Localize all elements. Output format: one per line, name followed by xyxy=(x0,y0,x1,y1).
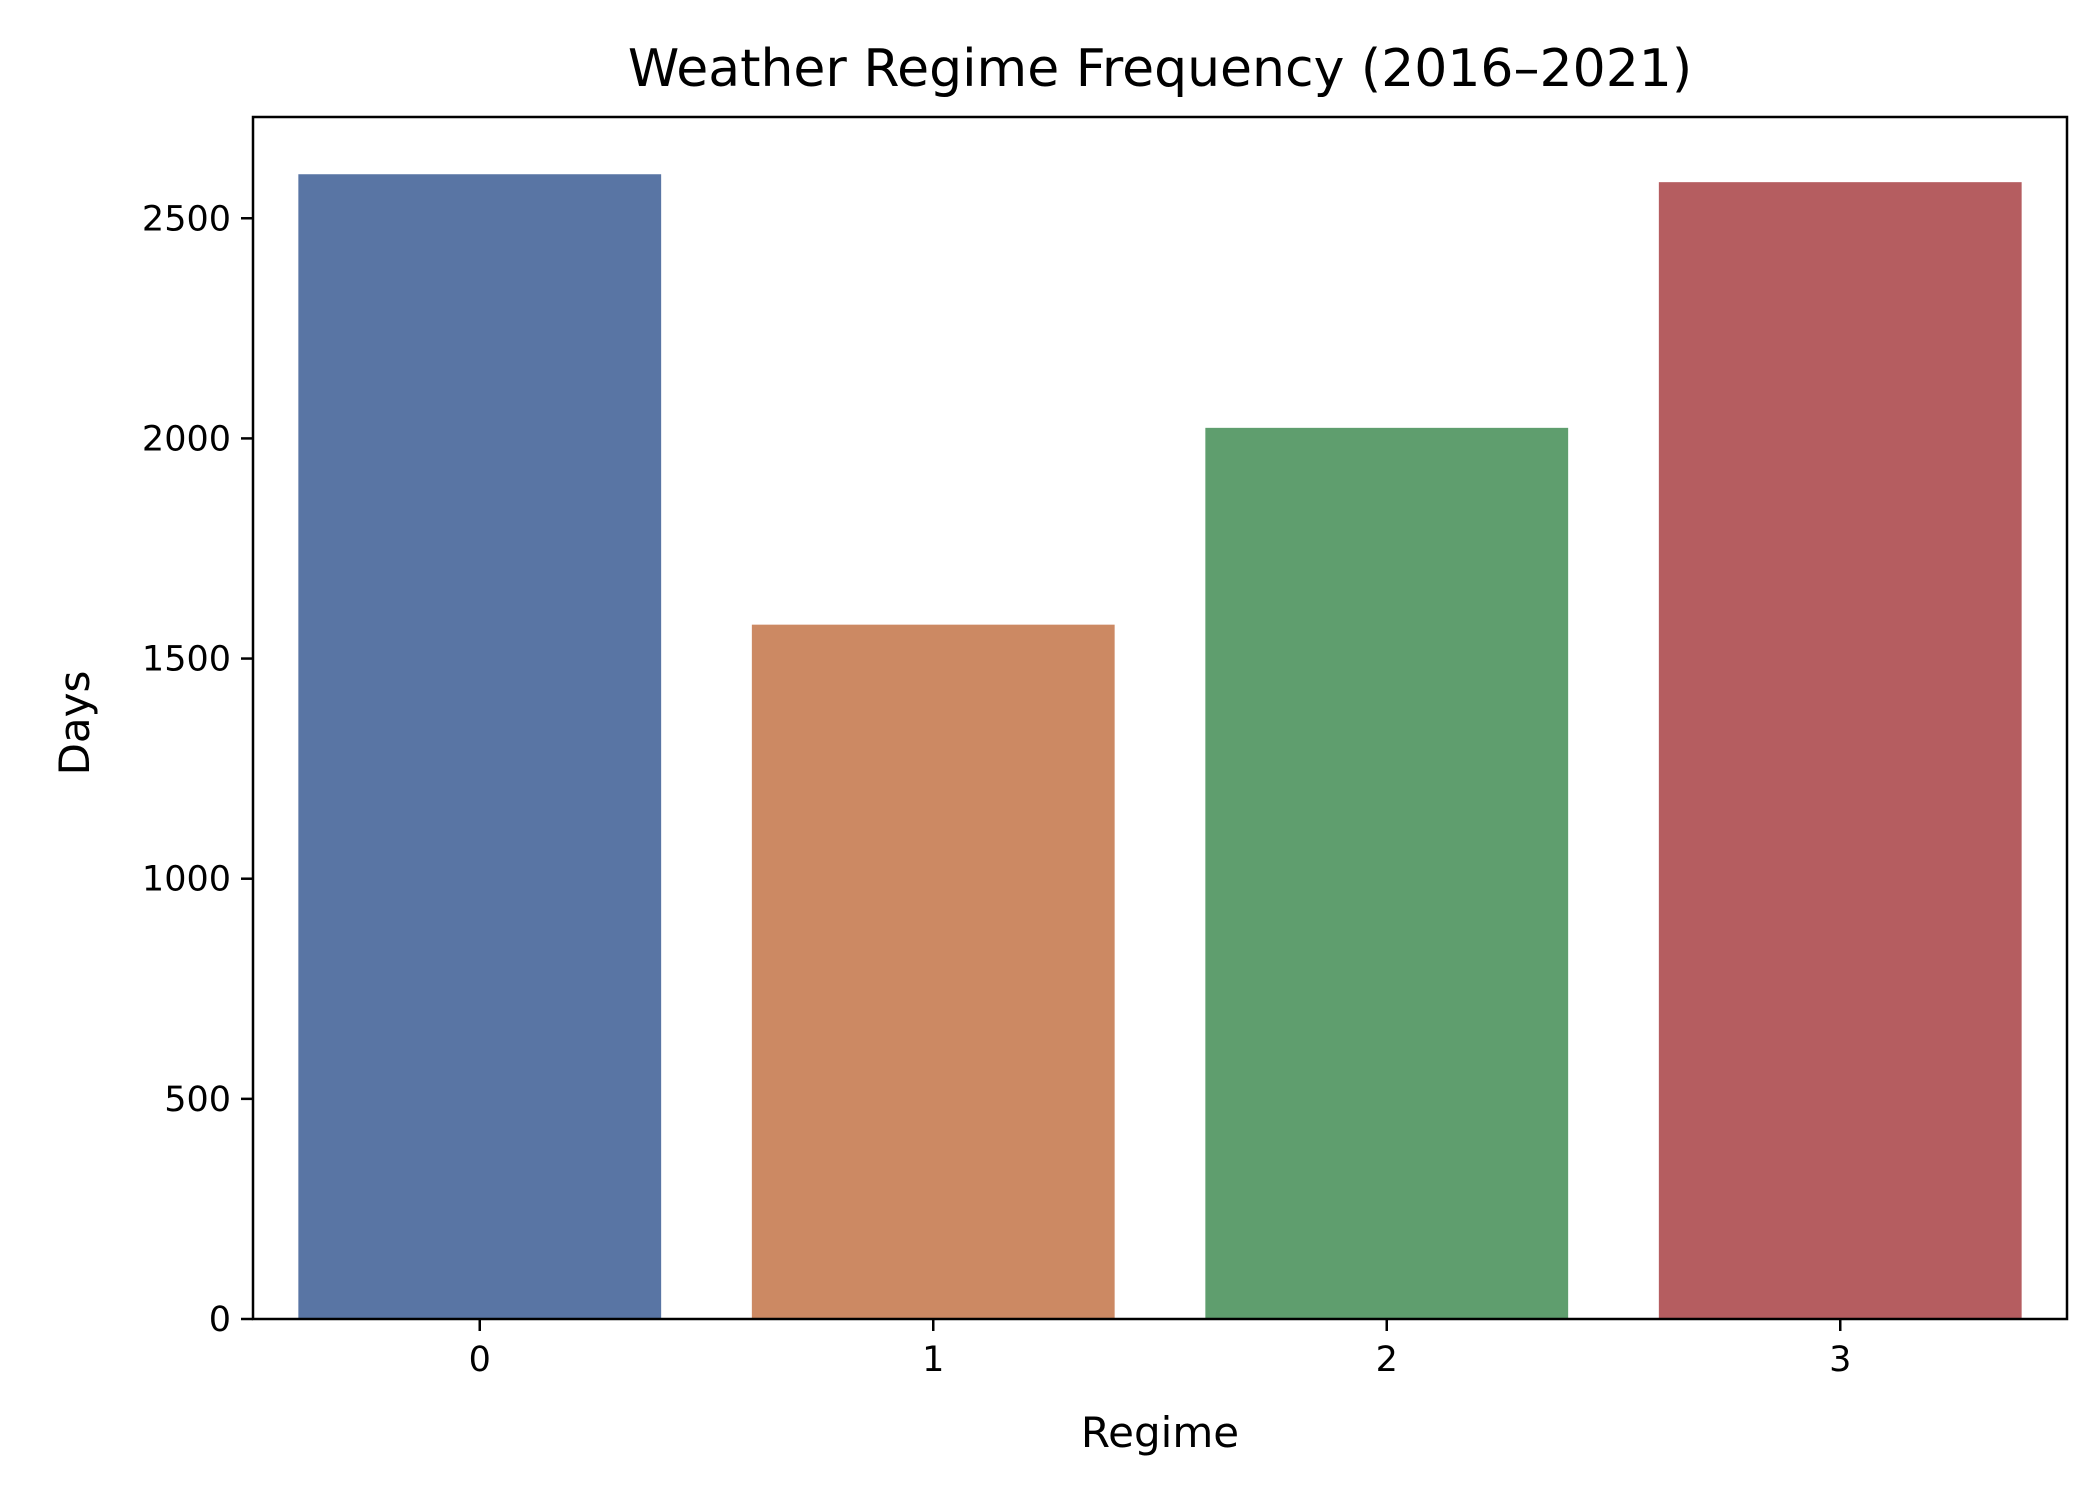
y-tick-label: 1000 xyxy=(142,860,231,900)
y-axis: 0 500 1000 1500 2000 2500 xyxy=(142,199,253,1340)
y-tick-label: 500 xyxy=(164,1080,231,1120)
bar-regime-0 xyxy=(298,174,662,1320)
bar-regime-2 xyxy=(1205,427,1569,1319)
bar-regime-1 xyxy=(751,624,1115,1319)
x-axis: 0 1 2 3 xyxy=(469,1319,1851,1380)
y-tick-label: 2000 xyxy=(142,419,231,459)
chart-title: Weather Regime Frequency (2016–2021) xyxy=(628,39,1692,99)
x-tick-label: 2 xyxy=(1376,1340,1398,1380)
y-axis-label: Days xyxy=(50,671,99,776)
y-tick-label: 2500 xyxy=(142,199,231,239)
x-axis-label: Regime xyxy=(1081,1408,1239,1457)
x-tick-label: 1 xyxy=(922,1340,944,1380)
plot-frame xyxy=(251,115,2069,1321)
y-tick-label: 1500 xyxy=(142,640,231,680)
y-tick-label: 0 xyxy=(209,1300,231,1340)
x-tick-label: 3 xyxy=(1829,1340,1851,1380)
bar-group xyxy=(298,174,2022,1320)
x-tick-label: 0 xyxy=(469,1340,491,1380)
bar-regime-3 xyxy=(1658,182,2022,1320)
